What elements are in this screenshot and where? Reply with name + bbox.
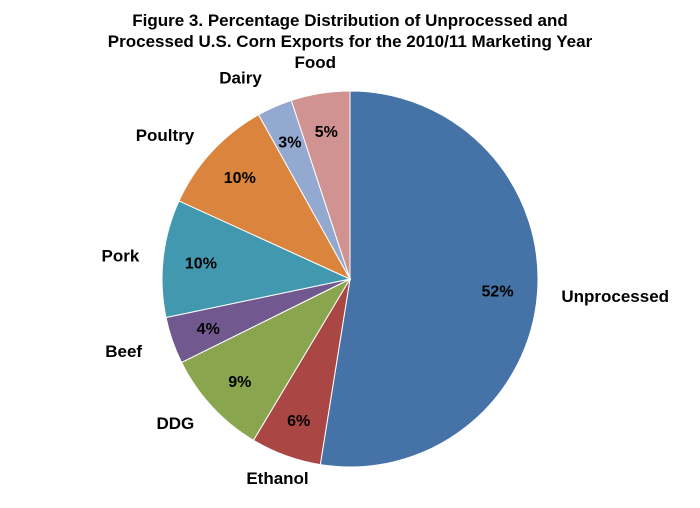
- pie-slice-food: [290, 90, 351, 280]
- data-label-beef: 4%: [197, 321, 220, 338]
- data-label-pork: 10%: [185, 255, 217, 272]
- category-label-pork: Pork: [102, 247, 140, 266]
- data-label-ethanol: 6%: [287, 413, 310, 430]
- chart-title: Figure 3. Percentage Distribution of Unp…: [0, 10, 700, 52]
- pie-slice-pork: [161, 200, 352, 319]
- chart-title-line-2: Processed U.S. Corn Exports for the 2010…: [107, 32, 593, 51]
- category-label-unprocessed: Unprocessed: [561, 287, 669, 306]
- chart-title-line-1: Figure 3. Percentage Distribution of Unp…: [132, 11, 568, 30]
- category-label-dairy: Dairy: [219, 68, 262, 87]
- category-label-ddg: DDG: [156, 414, 194, 433]
- pie-slice-poultry: [178, 114, 352, 281]
- data-label-ddg: 9%: [228, 374, 251, 391]
- data-label-unprocessed: 52%: [482, 284, 514, 301]
- data-label-poultry: 10%: [224, 170, 256, 187]
- pie-slice-unprocessed: [319, 90, 539, 468]
- category-label-poultry: Poultry: [136, 126, 195, 145]
- data-label-dairy: 3%: [278, 135, 301, 152]
- category-label-ethanol: Ethanol: [246, 469, 308, 488]
- pie-slice-ddg: [180, 277, 352, 441]
- category-label-beef: Beef: [105, 342, 142, 361]
- data-label-food: 5%: [315, 124, 338, 141]
- category-label-food: Food: [294, 53, 336, 72]
